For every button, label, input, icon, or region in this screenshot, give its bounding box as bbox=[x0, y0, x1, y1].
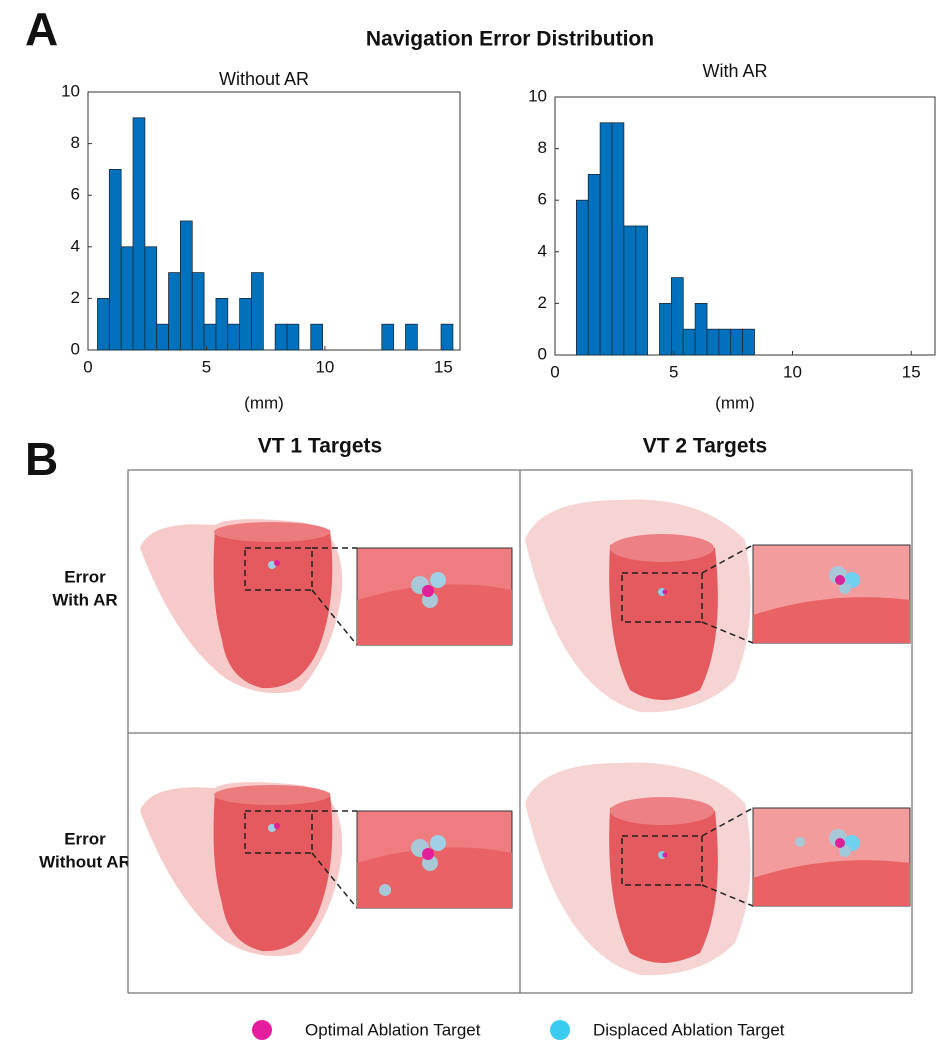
column-label: VT 2 Targets bbox=[643, 435, 767, 458]
bar bbox=[251, 272, 264, 351]
row-label: With AR bbox=[52, 590, 117, 609]
y-tick-label: 2 bbox=[71, 288, 80, 307]
bar bbox=[168, 272, 181, 351]
row-label: Error bbox=[64, 567, 106, 586]
y-tick-label: 8 bbox=[71, 133, 80, 152]
bar bbox=[623, 225, 637, 356]
bar bbox=[191, 272, 205, 351]
bar bbox=[310, 323, 323, 351]
x-axis-label: (mm) bbox=[715, 393, 755, 412]
bar bbox=[203, 323, 217, 351]
bar bbox=[575, 199, 589, 356]
legend-marker bbox=[550, 1020, 570, 1040]
bar bbox=[405, 323, 418, 351]
y-tick-label: 0 bbox=[538, 344, 547, 363]
bar bbox=[180, 220, 193, 351]
chart-title: Without AR bbox=[219, 69, 309, 89]
panel-label: B bbox=[25, 433, 58, 485]
y-tick-label: 6 bbox=[538, 190, 547, 209]
bar bbox=[659, 302, 672, 356]
bar bbox=[144, 246, 158, 351]
bar bbox=[611, 122, 625, 356]
x-tick-label: 0 bbox=[550, 362, 559, 381]
bar bbox=[670, 277, 684, 356]
legend-marker bbox=[252, 1020, 272, 1040]
y-tick-label: 4 bbox=[538, 241, 547, 260]
chart-title: With AR bbox=[702, 61, 767, 81]
bar bbox=[440, 323, 454, 351]
row-label: Without AR bbox=[39, 852, 131, 871]
bar bbox=[108, 168, 122, 351]
y-tick-label: 4 bbox=[71, 236, 80, 255]
bar bbox=[682, 328, 696, 356]
legend-label: Displaced Ablation Target bbox=[593, 1020, 785, 1039]
bar bbox=[274, 323, 288, 351]
x-tick-label: 5 bbox=[202, 357, 211, 376]
bar bbox=[635, 225, 649, 356]
bar bbox=[599, 122, 613, 356]
x-tick-label: 10 bbox=[783, 362, 802, 381]
bar bbox=[97, 297, 110, 351]
bar bbox=[215, 297, 229, 351]
x-tick-label: 15 bbox=[902, 362, 921, 381]
bar bbox=[132, 117, 146, 351]
y-tick-label: 8 bbox=[538, 138, 547, 157]
x-tick-label: 10 bbox=[315, 357, 334, 376]
legend-label: Optimal Ablation Target bbox=[305, 1020, 481, 1039]
y-tick-label: 2 bbox=[538, 293, 547, 312]
y-tick-label: 0 bbox=[71, 339, 80, 358]
bar bbox=[381, 323, 395, 351]
bar bbox=[706, 328, 720, 356]
bar bbox=[730, 328, 744, 356]
bar bbox=[120, 246, 134, 351]
bar bbox=[286, 323, 300, 351]
bar bbox=[227, 323, 241, 351]
bar bbox=[587, 173, 601, 356]
y-tick-label: 10 bbox=[61, 81, 80, 100]
bar bbox=[239, 297, 252, 351]
figure-title: Navigation Error Distribution bbox=[366, 28, 654, 51]
x-tick-label: 15 bbox=[434, 357, 453, 376]
bar bbox=[742, 328, 755, 356]
y-tick-label: 6 bbox=[71, 185, 80, 204]
column-label: VT 1 Targets bbox=[258, 435, 382, 458]
x-axis-label: (mm) bbox=[244, 393, 284, 412]
image-grid bbox=[127, 469, 913, 994]
bar bbox=[694, 302, 708, 356]
x-tick-label: 0 bbox=[83, 357, 92, 376]
x-tick-label: 5 bbox=[669, 362, 678, 381]
panel-label: A bbox=[25, 3, 58, 55]
y-tick-label: 10 bbox=[528, 86, 547, 105]
bar bbox=[156, 323, 169, 351]
bar bbox=[718, 328, 732, 356]
row-label: Error bbox=[64, 829, 106, 848]
